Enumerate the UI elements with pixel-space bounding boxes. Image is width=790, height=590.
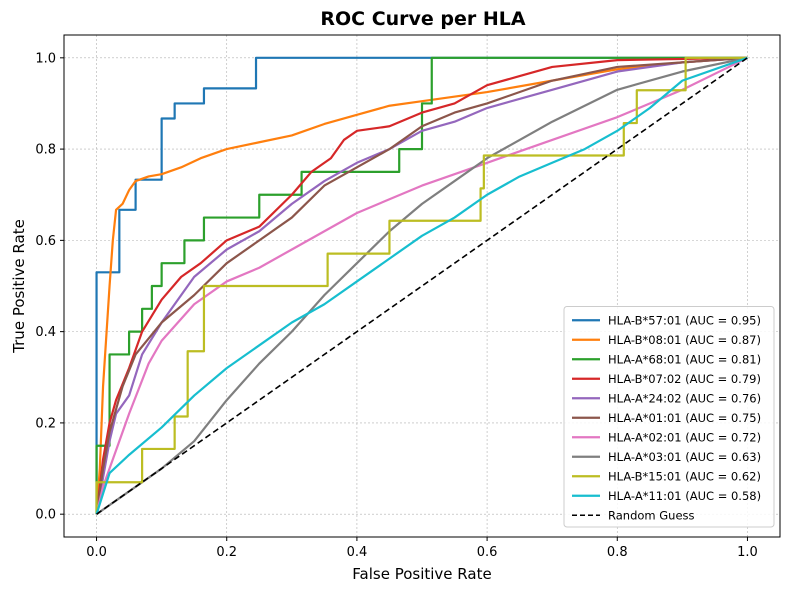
x-tick-label-5: 1.0 bbox=[737, 545, 758, 560]
series-line-6 bbox=[95, 56, 748, 515]
x-tick-label-3: 0.6 bbox=[477, 545, 498, 560]
axis-ticks: 0.0 0.2 0.4 0.6 0.8 1.0 0.0 0.2 0.4 0.6 0.8 1.0 bbox=[35, 51, 757, 560]
series-line-8 bbox=[95, 56, 748, 515]
series-line-0 bbox=[95, 56, 748, 515]
legend-box bbox=[563, 306, 775, 528]
y-tick-label-1: 0.2 bbox=[35, 416, 56, 431]
legend: HLA-B*57:01 (AUC = 0.95) HLA-B*08:01 (AUC… bbox=[563, 306, 775, 528]
series-lines bbox=[95, 56, 748, 516]
legend-entry-7: HLA-A*03:01 (AUC = 0.63) bbox=[608, 450, 761, 464]
x-tick-label-2: 0.4 bbox=[347, 545, 368, 560]
series-line-9 bbox=[95, 56, 748, 515]
legend-entry-5: HLA-A*01:01 (AUC = 0.75) bbox=[608, 411, 761, 425]
x-tick-label-0: 0.0 bbox=[86, 545, 107, 560]
legend-entry-0: HLA-B*57:01 (AUC = 0.95) bbox=[608, 313, 761, 327]
legend-entry-1: HLA-B*08:01 (AUC = 0.87) bbox=[608, 333, 761, 347]
y-tick-label-4: 0.8 bbox=[35, 143, 56, 158]
y-tick-label-3: 0.6 bbox=[35, 234, 56, 249]
series-line-1 bbox=[95, 56, 748, 515]
legend-entry-8: HLA-B*15:01 (AUC = 0.62) bbox=[608, 469, 761, 483]
chart-title: ROC Curve per HLA bbox=[320, 8, 526, 30]
legend-entry-2: HLA-A*68:01 (AUC = 0.81) bbox=[608, 352, 761, 366]
series-line-5 bbox=[95, 56, 748, 515]
x-axis-label: False Positive Rate bbox=[352, 565, 491, 583]
y-axis-label: True Positive Rate bbox=[10, 219, 28, 354]
series-line-2 bbox=[95, 56, 748, 515]
plot-frame bbox=[63, 34, 781, 538]
x-tick-label-1: 0.2 bbox=[216, 545, 237, 560]
series-line-4 bbox=[95, 56, 748, 515]
series-line-7 bbox=[95, 56, 748, 516]
x-tick-label-4: 0.8 bbox=[607, 545, 628, 560]
legend-entry-3: HLA-B*07:02 (AUC = 0.79) bbox=[608, 372, 761, 386]
legend-entry-6: HLA-A*02:01 (AUC = 0.72) bbox=[608, 430, 761, 444]
legend-entry-10: Random Guess bbox=[608, 508, 695, 522]
legend-entry-4: HLA-A*24:02 (AUC = 0.76) bbox=[608, 391, 761, 405]
y-tick-label-0: 0.0 bbox=[35, 508, 56, 523]
y-tick-label-5: 1.0 bbox=[35, 51, 56, 66]
legend-entry-9: HLA-A*11:01 (AUC = 0.58) bbox=[608, 489, 761, 503]
y-tick-label-2: 0.4 bbox=[35, 325, 56, 340]
